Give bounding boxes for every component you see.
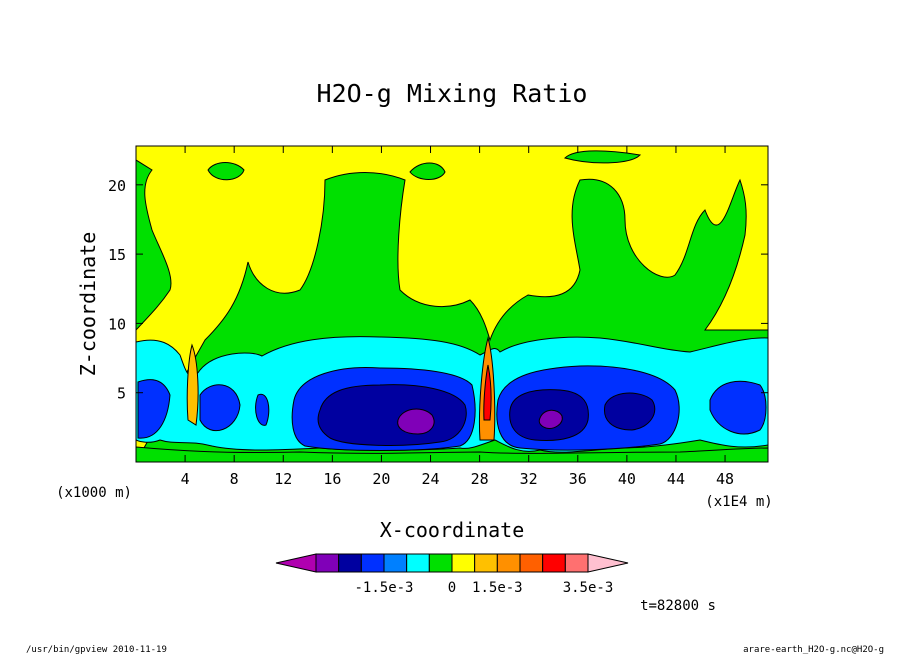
footer-left: /usr/bin/gpview 2010-11-19 <box>26 645 167 654</box>
colorbar-swatch <box>519 553 544 573</box>
colorbar-swatch <box>275 553 317 573</box>
colorbar-swatch <box>315 553 340 573</box>
x-unit-left-label: (x1000 m) <box>56 485 132 501</box>
y-axis-label: Z-coordinate <box>76 232 100 377</box>
colorbar-tick-label: 0 <box>448 580 456 596</box>
colorbar-swatch <box>338 553 362 573</box>
contour-field <box>136 146 768 462</box>
x-tick-label: 28 <box>471 470 489 488</box>
y-tick-label: 15 <box>108 246 126 264</box>
contour-purple-core-left <box>397 408 435 435</box>
contour-green-top-patch <box>207 162 245 181</box>
colorbar-swatch <box>428 553 453 573</box>
colorbar-swatch <box>360 553 385 573</box>
x-tick-label: 16 <box>323 470 341 488</box>
colorbar-swatch <box>383 553 408 573</box>
contour-green-top-patch-2 <box>409 162 446 180</box>
y-tick-label: 5 <box>117 385 126 403</box>
chart-title: H2O-g Mixing Ratio <box>317 79 588 108</box>
x-tick-label: 32 <box>520 470 538 488</box>
colorbar <box>275 553 629 573</box>
colorbar-tick-label: 3.5e-3 <box>563 580 614 596</box>
x-tick-label: 36 <box>569 470 587 488</box>
x-tick-label: 12 <box>274 470 292 488</box>
contour-red-plume-center <box>483 364 492 421</box>
colorbar-swatch <box>406 553 430 573</box>
y-tick-label: 20 <box>108 177 126 195</box>
colorbar-swatch <box>474 553 498 573</box>
x-axis-ticks: 4 8 12 16 20 24 28 32 36 40 44 48 <box>181 146 734 488</box>
x-unit-right-label: (x1E4 m) <box>705 494 772 510</box>
colorbar-swatch <box>587 553 629 573</box>
time-label: t=82800 s <box>640 598 716 614</box>
y-tick-label: 10 <box>108 315 126 333</box>
colorbar-tick-labels: -1.5e-3 0 1.5e-3 3.5e-3 <box>354 580 613 596</box>
colorbar-tick-label: 1.5e-3 <box>472 580 523 596</box>
colorbar-swatch <box>542 553 566 573</box>
contour-purple-core-right <box>538 409 563 429</box>
x-tick-label: 40 <box>618 470 636 488</box>
colorbar-swatch <box>496 553 521 573</box>
colorbar-swatch <box>451 553 476 573</box>
x-tick-label: 48 <box>716 470 734 488</box>
x-tick-label: 20 <box>372 470 390 488</box>
x-tick-label: 8 <box>230 470 239 488</box>
plot-frame <box>135 145 769 463</box>
footer-right: arare-earth_H2O-g.nc@H2O-g <box>743 645 884 654</box>
colorbar-swatch <box>564 553 589 573</box>
contour-green-top-patch-3 <box>564 150 642 164</box>
contour-green-bottom-band <box>136 446 768 462</box>
colorbar-tick-label: -1.5e-3 <box>354 580 413 596</box>
x-tick-label: 24 <box>421 470 439 488</box>
contour-orange-plume-left <box>186 343 199 426</box>
x-axis-label: X-coordinate <box>380 518 525 542</box>
x-tick-label: 44 <box>667 470 685 488</box>
x-tick-label: 4 <box>181 470 190 488</box>
y-axis-ticks: 5 10 15 20 <box>108 177 768 403</box>
